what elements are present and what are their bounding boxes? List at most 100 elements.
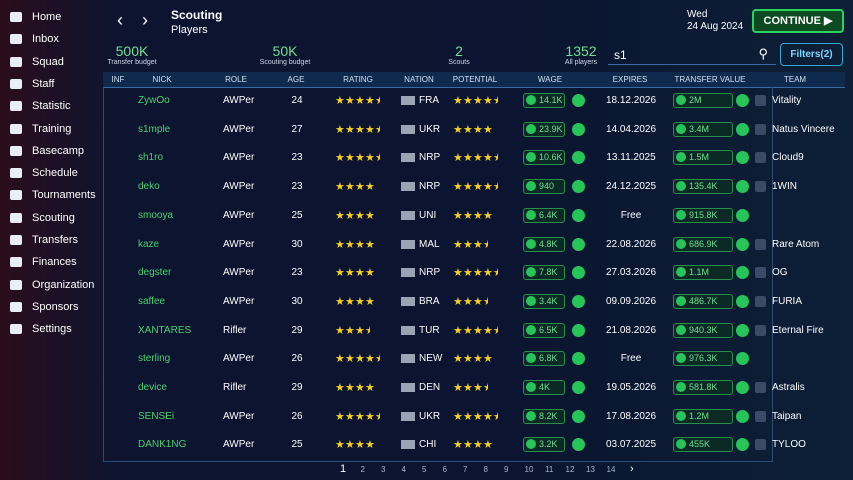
value-action[interactable] — [736, 381, 749, 394]
player-value: 486.7K — [689, 295, 718, 306]
flag — [401, 296, 415, 306]
player-age: 30 — [291, 238, 303, 250]
wage-action[interactable] — [572, 381, 585, 394]
star: ★ — [473, 353, 483, 366]
player-expires: 14.04.2026 — [605, 123, 657, 135]
star: ★ — [345, 123, 355, 136]
value-box — [673, 121, 733, 137]
flag — [401, 210, 415, 220]
player-role: AWPer — [223, 439, 255, 451]
player-role: AWPer — [223, 295, 255, 307]
column-header[interactable]: NATION — [404, 75, 434, 84]
star-rating: ★ ★ ★ ★ ★ — [453, 181, 505, 193]
flag — [401, 124, 415, 134]
wage-action[interactable] — [572, 294, 585, 308]
player-value: 135.4K — [689, 181, 718, 192]
flag — [401, 440, 415, 450]
continue-button[interactable]: CONTINUE ▶ — [752, 9, 844, 33]
page-number[interactable]: 9 — [504, 465, 509, 474]
value-action[interactable] — [736, 409, 749, 423]
page-number[interactable]: 1 — [340, 463, 347, 475]
star-rating: ★ ★ ★ ★ ★ — [335, 152, 387, 164]
page-number[interactable]: 11 — [545, 465, 554, 474]
column-header[interactable]: POTENTIAL — [452, 75, 498, 84]
star: ★ — [345, 295, 355, 308]
wage-action[interactable] — [572, 266, 585, 280]
wage-action[interactable] — [572, 409, 585, 423]
table-row[interactable] — [104, 203, 772, 230]
column-header[interactable]: RATING — [343, 75, 373, 84]
player-wage: 3.2K — [539, 439, 558, 450]
star: ★ — [463, 123, 473, 136]
value-action[interactable] — [736, 237, 749, 251]
column-header[interactable]: EXPIRES — [612, 75, 648, 84]
star-rating: ★ ★ ★ ★ — [335, 382, 387, 394]
nav-label: Sponsors — [32, 300, 79, 313]
page-number[interactable]: 6 — [442, 465, 447, 474]
page-number[interactable]: 12 — [565, 465, 575, 474]
player-nick: saffee — [138, 295, 166, 307]
coin — [526, 353, 536, 364]
wage-action[interactable] — [572, 122, 585, 136]
wage-action[interactable] — [572, 151, 585, 165]
wage-action[interactable] — [572, 438, 585, 452]
star: ★ — [345, 324, 355, 337]
wage-action[interactable] — [572, 237, 585, 251]
value-action[interactable] — [736, 352, 749, 366]
coin — [676, 353, 686, 364]
page-number[interactable]: 13 — [586, 465, 595, 474]
star: ★ — [375, 353, 380, 366]
coin — [676, 382, 686, 392]
page-number[interactable]: 10 — [524, 465, 534, 474]
table-row[interactable] — [104, 432, 772, 459]
back-arrow[interactable]: ‹ — [117, 10, 123, 30]
value-action[interactable] — [736, 94, 749, 107]
value-action[interactable] — [736, 294, 749, 308]
wage-action[interactable] — [572, 208, 585, 222]
column-header[interactable]: INF — [111, 75, 125, 84]
player-nick: sterling — [138, 353, 171, 365]
player-wage: 14.1K — [539, 95, 563, 105]
column-header[interactable]: TRANSFER VALUE — [674, 75, 746, 84]
value-action[interactable] — [736, 266, 749, 280]
column-header[interactable]: NICK — [152, 75, 172, 84]
value-action[interactable] — [736, 180, 749, 194]
star: ★ — [335, 123, 345, 136]
coin — [526, 95, 536, 105]
coin — [526, 324, 536, 335]
value-action[interactable] — [736, 323, 749, 337]
value-action[interactable] — [736, 438, 749, 452]
forward-arrow[interactable]: › — [142, 10, 148, 30]
star: ★ — [365, 238, 375, 251]
search-box[interactable]: s1 ⚲ — [608, 44, 776, 65]
wage-action[interactable] — [572, 94, 585, 107]
nav-label: Settings — [32, 323, 72, 336]
wage-action[interactable] — [572, 180, 585, 194]
star: ★ — [483, 439, 493, 452]
page-number[interactable]: 3 — [381, 465, 386, 474]
page-number[interactable]: 7 — [463, 465, 468, 474]
star: ★ — [483, 295, 488, 308]
star: ★ — [463, 267, 473, 280]
page-number[interactable]: 4 — [401, 465, 406, 474]
player-team: FURIA — [772, 295, 802, 307]
player-role: AWPer — [223, 152, 255, 164]
page-number[interactable]: 2 — [360, 465, 365, 474]
star: ★ — [365, 324, 370, 337]
star: ★ — [345, 209, 355, 222]
wage-action[interactable] — [572, 323, 585, 337]
column-header[interactable]: WAGE — [537, 75, 563, 84]
star-rating: ★ ★ ★ ★ ★ — [335, 411, 387, 423]
value-action[interactable] — [736, 122, 749, 136]
value-action[interactable] — [736, 151, 749, 165]
value-action[interactable] — [736, 208, 749, 222]
column-header[interactable]: ROLE — [225, 75, 247, 84]
page-number[interactable]: 5 — [422, 465, 427, 474]
next-page[interactable]: › — [630, 463, 634, 475]
column-header[interactable]: TEAM — [783, 75, 807, 84]
wage-action[interactable] — [572, 352, 585, 366]
page-number[interactable]: 14 — [606, 465, 616, 474]
page-number[interactable]: 8 — [483, 465, 488, 474]
column-header[interactable]: AGE — [287, 75, 305, 84]
filters-button[interactable]: Filters(2) — [780, 43, 843, 66]
